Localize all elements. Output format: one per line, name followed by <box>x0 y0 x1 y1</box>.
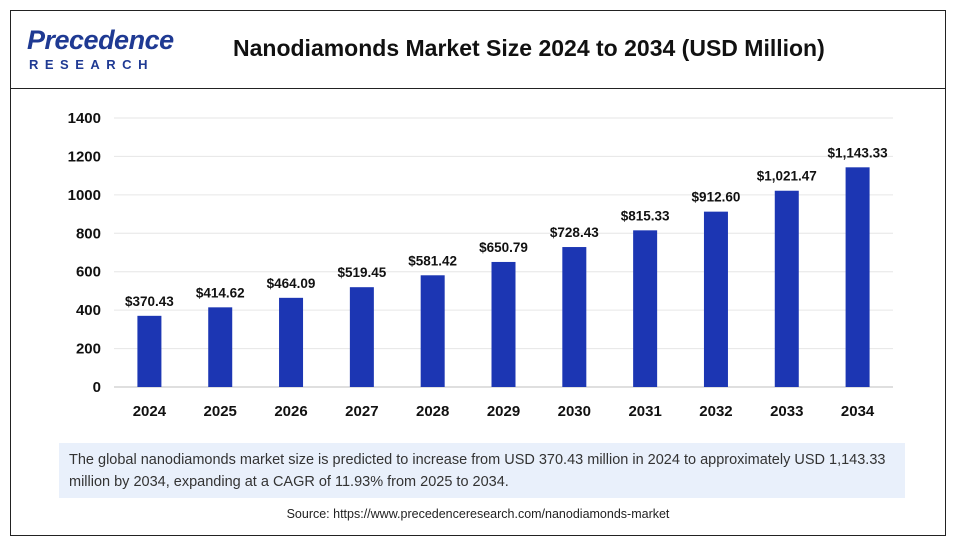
data-label: $1,021.47 <box>757 169 817 184</box>
bar <box>703 211 728 387</box>
logo-main-text: Precedence <box>27 25 174 55</box>
y-tick-label: 200 <box>76 341 101 358</box>
y-tick-label: 800 <box>76 225 101 242</box>
data-label: $370.43 <box>125 294 174 309</box>
x-tick-label: 2027 <box>345 403 378 420</box>
y-tick-label: 600 <box>76 264 101 281</box>
data-label: $581.42 <box>408 253 457 268</box>
x-tick-label: 2031 <box>628 403 661 420</box>
x-tick-label: 2034 <box>841 403 875 420</box>
y-tick-label: 1000 <box>68 187 101 204</box>
bar <box>279 297 304 387</box>
bar <box>491 261 516 387</box>
header: Precedence RESEARCH Nanodiamonds Market … <box>11 11 945 89</box>
x-tick-label: 2024 <box>133 403 167 420</box>
description-box: The global nanodiamonds market size is p… <box>59 443 905 498</box>
bar <box>420 275 445 387</box>
description-text: The global nanodiamonds market size is p… <box>69 452 886 490</box>
chart-frame: Precedence RESEARCH Nanodiamonds Market … <box>10 10 946 536</box>
data-label: $815.33 <box>621 208 670 223</box>
data-label: $519.45 <box>337 265 386 280</box>
bar <box>137 315 162 387</box>
data-label: $414.62 <box>196 285 245 300</box>
y-tick-label: 0 <box>93 379 101 396</box>
x-tick-label: 2033 <box>770 403 803 420</box>
bar <box>208 307 233 387</box>
x-tick-label: 2026 <box>274 403 307 420</box>
bar-chart: 0 200 400 600 800 1000 1200 1400 $370.43 2024 $414… <box>68 110 893 420</box>
source-text: Source: https://www.precedenceresearch.c… <box>286 507 670 521</box>
data-label: $1,143.33 <box>828 145 889 160</box>
bar <box>562 247 587 387</box>
bar <box>774 190 799 387</box>
x-tick-label: 2028 <box>416 403 449 420</box>
bar <box>349 287 374 387</box>
brand-logo: Precedence RESEARCH <box>25 25 175 81</box>
data-label: $912.60 <box>692 190 741 205</box>
bar <box>845 167 870 387</box>
x-tick-label: 2025 <box>204 403 237 420</box>
data-label: $728.43 <box>550 225 599 240</box>
bar <box>633 230 658 387</box>
data-label: $650.79 <box>479 240 528 255</box>
x-tick-label: 2029 <box>487 403 520 420</box>
y-tick-label: 400 <box>76 302 101 319</box>
x-tick-label: 2030 <box>558 403 591 420</box>
data-label: $464.09 <box>267 276 316 291</box>
chart-title: Nanodiamonds Market Size 2024 to 2034 (U… <box>233 35 825 61</box>
x-tick-label: 2032 <box>699 403 732 420</box>
y-tick-label: 1200 <box>68 148 101 165</box>
logo-sub-text: RESEARCH <box>29 57 154 72</box>
y-tick-label: 1400 <box>68 110 101 127</box>
